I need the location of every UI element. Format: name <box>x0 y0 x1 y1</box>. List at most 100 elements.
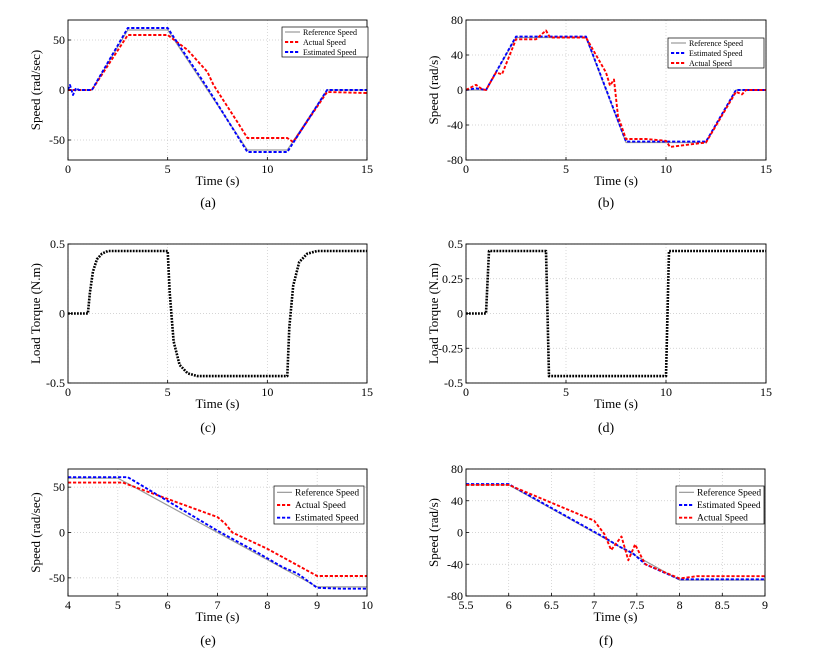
x-tick-label: 10 <box>361 598 373 612</box>
y-tick-label: 0.25 <box>442 272 463 286</box>
y-tick-label: -80 <box>447 153 463 167</box>
legend-label: Reference Speed <box>295 487 359 498</box>
series-line-reference <box>68 477 367 588</box>
figure-caption: (d) <box>598 421 615 436</box>
figure-caption: (a) <box>200 196 216 211</box>
y-tick-label: -40 <box>447 557 463 571</box>
legend-label: Reference Speed <box>303 28 357 37</box>
figure-caption: (e) <box>200 634 216 649</box>
figure-caption: (c) <box>200 421 216 436</box>
legend: Reference Speed Estimated Speed Actual Spe… <box>675 485 765 525</box>
series-line-actual <box>466 483 765 580</box>
x-tick-label: 0 <box>65 162 71 176</box>
x-tick-label: 7.5 <box>629 598 644 612</box>
x-axis-label: Time (s) <box>594 173 638 188</box>
legend-label: Actual Speed <box>295 501 346 511</box>
x-tick-label: 8.5 <box>715 598 730 612</box>
legend-label: Reference Speed <box>697 487 761 498</box>
y-tick-label: 0.5 <box>448 237 463 251</box>
x-tick-label: 5 <box>165 385 171 399</box>
x-axis-label: Time (s) <box>594 609 638 624</box>
y-tick-label: 0 <box>457 307 463 321</box>
x-tick-label: 15 <box>760 385 772 399</box>
series-line-estimated <box>68 476 367 590</box>
x-tick-label: 0 <box>65 385 71 399</box>
y-tick-label: 0 <box>59 83 65 97</box>
series-line-estimated <box>466 35 766 143</box>
x-tick-label: 6.5 <box>544 598 559 612</box>
y-tick-label: -80 <box>447 589 463 603</box>
y-tick-label: -0.5 <box>46 376 65 390</box>
y-tick-label: 50 <box>53 480 65 494</box>
series-line-estimated <box>68 27 367 153</box>
legend-label: Estimated Speed <box>689 49 743 58</box>
axes-frame <box>67 243 368 384</box>
x-tick-label: 15 <box>361 385 373 399</box>
x-axis-label: Time (s) <box>594 396 638 411</box>
x-tick-label: 9 <box>314 598 320 612</box>
y-tick-label: -0.5 <box>444 376 463 390</box>
y-axis-label: Load Torque (N.m) <box>426 263 441 364</box>
x-tick-label: 8 <box>677 598 683 612</box>
x-tick-label: 10 <box>660 162 672 176</box>
x-tick-label: 10 <box>261 385 273 399</box>
y-tick-label: 0 <box>457 83 463 97</box>
y-tick-label: 40 <box>451 48 463 62</box>
legend-label: Actual Speed <box>303 38 346 47</box>
x-tick-label: 4 <box>65 598 71 612</box>
y-tick-label: -50 <box>49 571 65 585</box>
y-axis-label: Speed (rad/sec) <box>28 50 43 131</box>
y-tick-label: 0.5 <box>50 237 65 251</box>
x-tick-label: 15 <box>760 162 772 176</box>
y-axis-label: Speed (rad/s) <box>426 56 441 125</box>
x-tick-label: 10 <box>261 162 273 176</box>
x-tick-label: 6 <box>165 598 171 612</box>
y-tick-label: -40 <box>447 118 463 132</box>
chart-a: 0 5 10 15 -50 0 50 Time (s) Speed (rad/sec) (a) Re… <box>28 19 373 211</box>
x-axis-label: Time (s) <box>196 396 240 411</box>
y-tick-label: 0 <box>59 526 65 540</box>
x-tick-label: 7 <box>591 598 597 612</box>
legend: Reference Speed Actual Speed Estimated Spe… <box>273 485 365 525</box>
chart-b: 0 5 10 15 -80 -40 0 40 80 Time (s) Speed (rad/s) (b… <box>426 13 772 211</box>
y-tick-label: 0 <box>457 526 463 540</box>
x-tick-label: 5 <box>563 162 569 176</box>
x-tick-label: 5 <box>165 162 171 176</box>
legend-label: Reference Speed <box>689 39 743 48</box>
x-tick-label: 5 <box>115 598 121 612</box>
legend-label: Estimated Speed <box>295 514 359 524</box>
y-tick-label: 80 <box>451 13 463 27</box>
y-tick-label: 80 <box>451 462 463 476</box>
series-line-load <box>68 249 367 378</box>
x-tick-label: 10 <box>660 385 672 399</box>
legend-label: Actual Speed <box>697 514 748 524</box>
x-tick-label: 8 <box>264 598 270 612</box>
chart-d: 0 5 10 15 -0.5 -0.25 0 0.25 0.5 Time (s) Load Torq… <box>426 237 772 436</box>
x-axis-label: Time (s) <box>196 609 240 624</box>
y-tick-label: 0 <box>59 307 65 321</box>
figure-caption: (b) <box>598 196 615 211</box>
chart-f: 5.5 6 6.5 7 7.5 8 8.5 9 -80 -40 0 40 80 Time (s) Speed… <box>426 462 768 649</box>
x-tick-label: 0 <box>463 162 469 176</box>
legend-label: Estimated Speed <box>303 48 357 57</box>
y-tick-label: 40 <box>451 494 463 508</box>
legend-label: Estimated Speed <box>697 501 761 511</box>
x-axis-label: Time (s) <box>196 173 240 188</box>
x-tick-label: 9 <box>762 598 768 612</box>
series-line-load <box>466 249 766 378</box>
x-tick-label: 5 <box>563 385 569 399</box>
x-tick-label: 5.5 <box>459 598 474 612</box>
chart-e: 4 5 6 7 8 9 10 -50 0 50 Time (s) Speed (rad/sec) (e)… <box>28 468 373 649</box>
y-axis-label: Speed (rad/s) <box>426 498 441 567</box>
y-tick-label: -50 <box>49 133 65 147</box>
series-line-actual <box>466 29 766 148</box>
x-tick-label: 0 <box>463 385 469 399</box>
x-tick-label: 7 <box>215 598 221 612</box>
y-axis-label: Speed (rad/sec) <box>28 492 43 573</box>
y-tick-label: 50 <box>53 33 65 47</box>
y-axis-label: Load Torque (N.m) <box>28 263 43 364</box>
